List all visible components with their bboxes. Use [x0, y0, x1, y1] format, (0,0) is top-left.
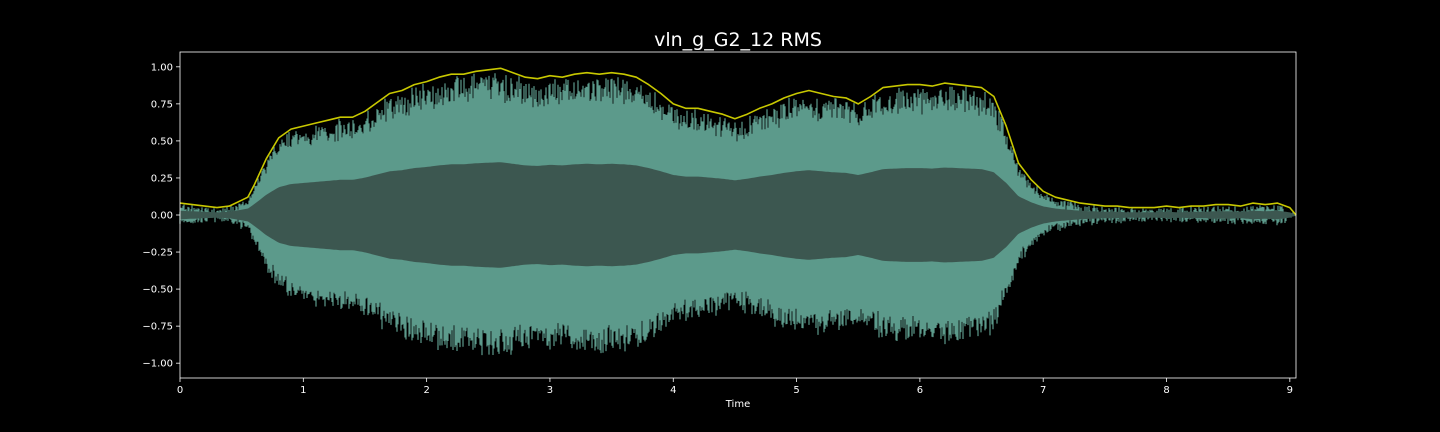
y-tick-label: −1.00 — [142, 359, 173, 370]
axes: 0 1 2 3 4 5 6 7 8 9 1.00 0.75 0.50 0.25 0.00 −0.25 −0.50… — [142, 51, 1297, 396]
x-tick-label: 9 — [1287, 385, 1293, 396]
x-tick-label: 1 — [300, 385, 306, 396]
y-tick-label: 1.00 — [151, 62, 173, 73]
chart-title: vln_g_G2_12 RMS — [654, 29, 822, 51]
y-tick-label: 0.25 — [151, 173, 173, 184]
y-tick-label: −0.75 — [142, 322, 173, 333]
y-tick-label: 0.75 — [151, 99, 173, 110]
x-tick-label: 7 — [1040, 385, 1046, 396]
y-tick-label: 0.50 — [151, 136, 173, 147]
x-axis-label: Time — [725, 399, 750, 410]
x-tick-label: 5 — [793, 385, 799, 396]
y-tick-label: −0.50 — [142, 285, 173, 296]
waveform-body — [180, 162, 1296, 268]
y-tick-label: 0.00 — [151, 211, 173, 222]
rms-line — [179, 67, 1297, 216]
x-tick-label: 8 — [1163, 385, 1169, 396]
x-tick-label: 0 — [177, 385, 183, 396]
x-tick-label: 3 — [547, 385, 553, 396]
x-tick-label: 2 — [423, 385, 429, 396]
y-tick-label: −0.25 — [142, 248, 173, 259]
x-tick-label: 4 — [670, 385, 676, 396]
x-tick-label: 6 — [917, 385, 923, 396]
